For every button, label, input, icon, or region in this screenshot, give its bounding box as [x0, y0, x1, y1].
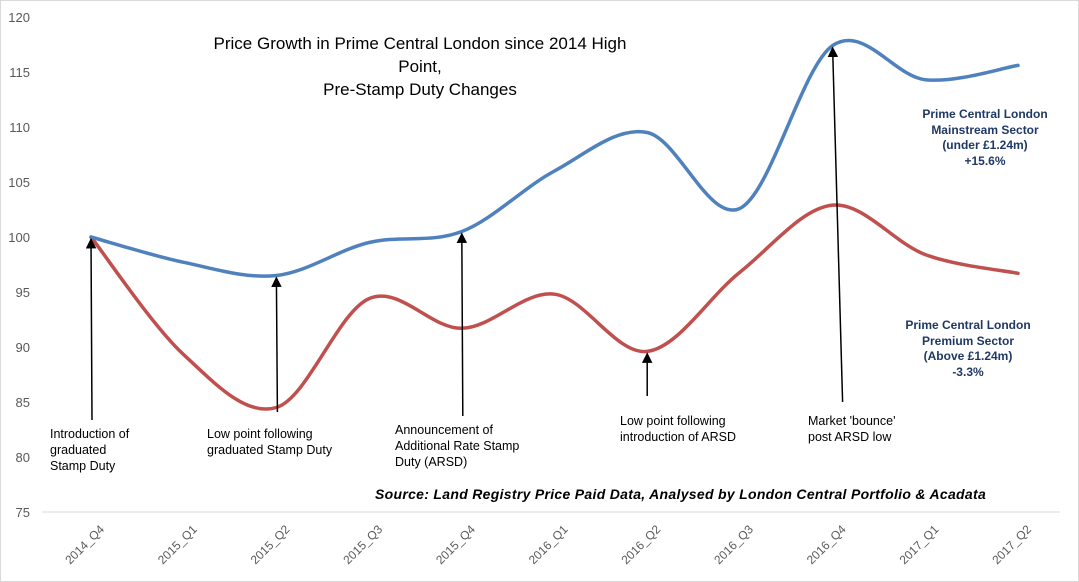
y-tick-label: 85: [16, 395, 30, 410]
y-tick-label: 120: [8, 10, 30, 25]
annotation-line: Low point following: [620, 414, 726, 428]
label-line: (under £1.24m): [942, 138, 1028, 152]
x-tick-label: 2016_Q1: [526, 522, 571, 567]
label-line: -3.3%: [952, 364, 984, 379]
annotation-line: Additional Rate Stamp: [395, 439, 520, 453]
y-tick-label: 80: [16, 450, 30, 465]
x-tick-label: 2016_Q4: [804, 522, 849, 567]
annotation-line: post ARSD low: [808, 430, 892, 444]
annotation-arrow: [85, 237, 97, 421]
series-line-mainstream: [89, 38, 1020, 278]
x-tick-label: 2015_Q2: [248, 522, 293, 567]
annotation-low-point-arsd: Low point following introduction of ARSD: [620, 413, 736, 445]
annotation-arsd-announcement: Announcement of Additional Rate Stamp Du…: [395, 422, 519, 470]
label-line: Prime Central London: [922, 107, 1048, 121]
x-tick-label: 2017_Q2: [989, 522, 1034, 567]
label-line: +15.6%: [964, 153, 1006, 168]
x-tick-label: 2014_Q4: [62, 522, 107, 567]
source-note: Source: Land Registry Price Paid Data, A…: [375, 486, 987, 502]
annotation-low-point-graduated: Low point following graduated Stamp Duty: [207, 426, 332, 458]
annotation-arrow: [271, 276, 282, 413]
annotation-line: Duty (ARSD): [395, 455, 468, 469]
chart-title-line-1: Price Growth in Prime Central London sin…: [213, 34, 627, 76]
annotation-arrow: [827, 46, 844, 403]
x-tick-label: 2015_Q1: [155, 522, 200, 567]
y-tick-label: 115: [9, 65, 30, 80]
annotation-line: Low point following: [207, 427, 313, 441]
label-line: (Above £1.24m): [923, 349, 1013, 363]
annotation-line: Announcement of: [395, 423, 493, 437]
y-tick-label: 75: [16, 505, 30, 520]
label-line: Mainstream Sector: [931, 122, 1039, 137]
annotation-line: introduction of ARSD: [620, 430, 737, 444]
chart-title-line-2: Pre-Stamp Duty Changes: [323, 80, 517, 99]
annotation-market-bounce: Market 'bounce' post ARSD low: [808, 413, 895, 445]
series-label-mainstream: Prime Central London Mainstream Sector (…: [900, 107, 1070, 169]
label-line: Premium Sector: [921, 333, 1015, 348]
series-label-premium: Prime Central London Premium Sector (Abo…: [883, 318, 1053, 380]
y-tick-label: 90: [16, 340, 30, 355]
x-tick-label: 2015_Q4: [433, 522, 478, 567]
x-tick-label: 2016_Q2: [618, 522, 663, 567]
annotation-line: Stamp Duty: [50, 459, 116, 473]
chart-title: Price Growth in Prime Central London sin…: [200, 32, 640, 101]
x-tick-label: 2017_Q1: [897, 522, 942, 567]
x-tick-label: 2016_Q3: [711, 522, 756, 567]
annotation-line: graduated Stamp Duty: [207, 443, 333, 457]
annotation-line: Introduction of: [50, 427, 130, 441]
y-tick-label: 110: [9, 120, 30, 135]
annotation-graduated-stamp-duty: Introduction of graduated Stamp Duty: [50, 426, 129, 474]
series-line-premium: [89, 203, 1020, 411]
annotation-arrow: [456, 232, 468, 417]
y-tick-label: 105: [8, 175, 30, 190]
y-tick-label: 95: [16, 285, 30, 300]
y-tick-label: 100: [8, 230, 30, 245]
label-line: Prime Central London: [905, 318, 1031, 332]
x-tick-label: 2015_Q3: [340, 522, 385, 567]
annotation-line: Market 'bounce': [808, 414, 896, 428]
annotation-line: graduated: [50, 443, 107, 457]
